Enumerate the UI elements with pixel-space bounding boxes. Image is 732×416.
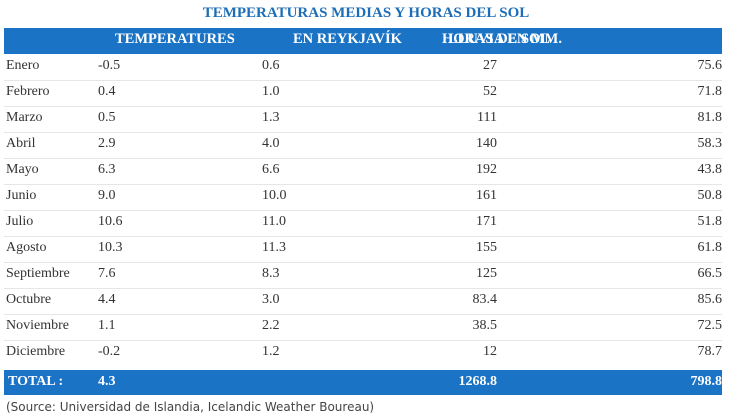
- row-separator: [4, 132, 722, 133]
- table-cell: 10.3: [98, 240, 123, 255]
- table-cell: Junio: [6, 188, 37, 203]
- table-cell: 1.0: [262, 84, 280, 99]
- table-cell: Enero: [6, 58, 40, 73]
- table-cell: Noviembre: [6, 318, 69, 333]
- table-cell: -0.5: [98, 58, 121, 73]
- table-cell: 171: [476, 214, 497, 229]
- table-cell: Agosto: [6, 240, 47, 255]
- table-cell: 85.6: [697, 292, 723, 307]
- table-cell: 66.5: [697, 266, 723, 281]
- table-cell: Marzo: [6, 110, 43, 125]
- total-bar: [4, 370, 722, 395]
- row-separator: [4, 106, 722, 107]
- table-cell: 58.3: [697, 136, 723, 151]
- table-cell: Mayo: [6, 162, 39, 177]
- row-separator: [4, 340, 722, 341]
- table-cell: 51.8: [697, 214, 723, 229]
- column-header: EN REYKJAVÍK: [293, 31, 402, 47]
- table-cell: 161: [476, 188, 497, 203]
- table-cell: 52: [483, 84, 497, 99]
- table-cell: Abril: [6, 136, 36, 151]
- table-cell: 0.6: [262, 58, 280, 73]
- row-separator: [4, 314, 722, 315]
- table-cell: 10.6: [98, 214, 123, 229]
- table-cell: 125: [476, 266, 497, 281]
- total-cell: 1268.8: [458, 374, 498, 389]
- table-cell: 3.0: [262, 292, 280, 307]
- column-header: TEMPERATURES: [115, 31, 235, 47]
- row-separator: [4, 210, 722, 211]
- table-cell: 1.3: [262, 110, 280, 125]
- table-cell: 111: [477, 110, 497, 125]
- table-cell: 38.5: [472, 318, 498, 333]
- table-cell: 72.5: [697, 318, 723, 333]
- table-cell: 27: [483, 58, 497, 73]
- table-cell: 12: [483, 344, 497, 359]
- table-cell: 50.8: [697, 188, 723, 203]
- table-cell: 2.9: [98, 136, 116, 151]
- source-note: (Source: Universidad de Islandia, Icelan…: [6, 400, 375, 414]
- table-cell: 9.0: [98, 188, 116, 203]
- table-cell: Diciembre: [6, 344, 66, 359]
- table-cell: 6.3: [98, 162, 116, 177]
- table-cell: 192: [476, 162, 497, 177]
- table-cell: -0.2: [98, 344, 121, 359]
- table-cell: 78.7: [697, 344, 723, 359]
- table-cell: Febrero: [6, 84, 50, 99]
- table-cell: 140: [476, 136, 497, 151]
- total-cell: 798.8: [690, 374, 723, 389]
- column-header: LLUVIA EN MM.: [448, 31, 562, 47]
- table-cell: 71.8: [697, 84, 723, 99]
- table-cell: 1.1: [98, 318, 116, 333]
- table-cell: 2.2: [262, 318, 280, 333]
- table-title: TEMPERATURAS MEDIAS Y HORAS DEL SOL: [202, 5, 530, 21]
- table-cell: 11.3: [262, 240, 286, 255]
- table-cell: 1.2: [262, 344, 280, 359]
- table-cell: Julio: [6, 214, 34, 229]
- row-separator: [4, 262, 722, 263]
- row-separator: [4, 288, 722, 289]
- total-cell: 4.3: [98, 374, 116, 389]
- row-separator: [4, 158, 722, 159]
- table-cell: 155: [476, 240, 497, 255]
- table-cell: 4.0: [262, 136, 280, 151]
- row-separator: [4, 184, 722, 185]
- column-header: HORAS DE SOL: [442, 31, 550, 47]
- total-label: TOTAL :: [8, 374, 64, 389]
- table-cell: 11.0: [262, 214, 286, 229]
- table-cell: 61.8: [697, 240, 723, 255]
- table-cell: 7.6: [98, 266, 116, 281]
- table-cell: 10.0: [262, 188, 287, 203]
- table-cell: 83.4: [472, 292, 498, 307]
- table-cell: Septiembre: [6, 266, 70, 281]
- row-separator: [4, 236, 722, 237]
- row-separator: [4, 80, 722, 81]
- table-cell: 75.6: [697, 58, 723, 73]
- header-bar: [4, 28, 722, 54]
- table-cell: 0.5: [98, 110, 116, 125]
- table-cell: 8.3: [262, 266, 280, 281]
- table-cell: 81.8: [697, 110, 723, 125]
- table-cell: 0.4: [98, 84, 116, 99]
- table-cell: 4.4: [98, 292, 116, 307]
- table-cell: Octubre: [6, 292, 52, 307]
- table-cell: 6.6: [262, 162, 280, 177]
- table-cell: 43.8: [697, 162, 723, 177]
